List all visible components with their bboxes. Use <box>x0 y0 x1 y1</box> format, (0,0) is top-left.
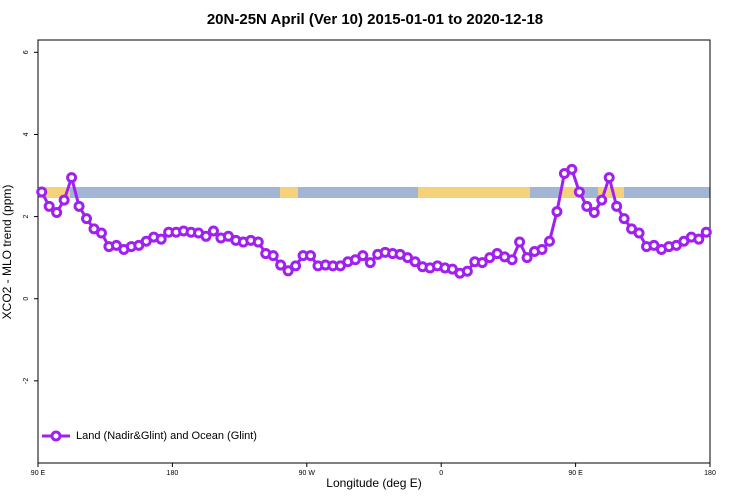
data-point <box>81 213 93 225</box>
data-point <box>618 213 630 225</box>
data-point <box>506 254 518 266</box>
x-tick-label: 0 <box>439 470 443 477</box>
data-point <box>364 257 376 269</box>
data-point <box>611 200 623 212</box>
map-strip <box>38 187 710 198</box>
data-point <box>282 265 294 277</box>
data-point <box>700 226 712 238</box>
data-point <box>461 265 473 277</box>
data-point <box>58 194 70 206</box>
data-point <box>588 206 600 218</box>
data-point <box>73 200 85 212</box>
data-point <box>633 227 645 239</box>
data-point <box>409 256 421 268</box>
data-point <box>693 233 705 245</box>
legend-label: Land (Nadir&Glint) and Ocean (Glint) <box>76 430 257 442</box>
x-tick-label: 90 E <box>31 470 46 477</box>
data-point <box>51 206 63 218</box>
data-point <box>36 186 48 198</box>
data-point <box>581 200 593 212</box>
data-point <box>476 257 488 269</box>
data-point <box>200 230 212 242</box>
data-point <box>543 235 555 247</box>
data-point <box>357 250 369 262</box>
y-tick-label: 0 <box>23 297 30 301</box>
data-point <box>66 172 78 184</box>
data-point <box>566 163 578 175</box>
data-point <box>514 236 526 248</box>
data-point <box>43 200 55 212</box>
data-point <box>596 194 608 206</box>
data-point <box>305 250 317 262</box>
data-point <box>155 233 167 245</box>
data-point <box>252 236 264 248</box>
x-tick-label: 180 <box>704 470 716 477</box>
x-tick-label: 180 <box>167 470 179 477</box>
chart-title: 20N-25N April (Ver 10) 2015-01-01 to 202… <box>207 11 543 28</box>
plot-frame <box>37 39 711 464</box>
data-point <box>290 260 302 272</box>
y-tick-label: 4 <box>23 132 30 136</box>
data-point <box>207 225 219 237</box>
y-tick-label: 6 <box>23 50 30 54</box>
x-axis-label: Longitude (deg E) <box>326 476 421 490</box>
x-tick-label: 90 W <box>299 470 316 477</box>
data-point <box>521 252 533 264</box>
data-point <box>551 206 563 218</box>
data-point <box>603 172 615 184</box>
data-point <box>267 250 279 262</box>
data-point <box>536 243 548 255</box>
y-tick-label: -2 <box>23 378 30 384</box>
data-point <box>95 227 107 239</box>
x-tick-label: 90 E <box>568 470 583 477</box>
y-tick-label: 2 <box>23 215 30 219</box>
data-point <box>275 259 287 271</box>
legend: Land (Nadir&Glint) and Ocean (Glint) <box>42 430 257 442</box>
y-axis-label: XCO2 - MLO trend (ppm) <box>0 185 14 320</box>
data-point <box>573 186 585 198</box>
